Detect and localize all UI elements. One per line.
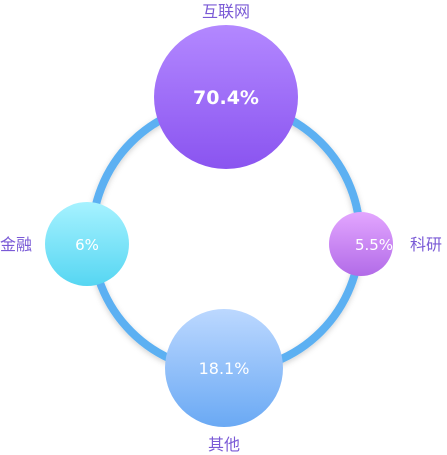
node-finance: 6% 金融 — [0, 202, 129, 286]
value-finance: 6% — [75, 236, 99, 254]
label-other: 其他 — [208, 435, 240, 454]
label-finance: 金融 — [0, 235, 32, 254]
bubble-research — [329, 212, 393, 276]
value-internet: 70.4% — [193, 87, 259, 109]
node-other: 18.1% 其他 — [165, 309, 283, 454]
bubble-internet — [154, 25, 298, 169]
node-research: 5.5% 科研 — [329, 212, 442, 276]
node-internet: 70.4% 互联网 — [154, 2, 298, 169]
label-research: 科研 — [410, 235, 442, 254]
value-research: 5.5% — [355, 236, 393, 254]
bubble-other — [165, 309, 283, 427]
label-internet: 互联网 — [202, 2, 250, 21]
value-other: 18.1% — [199, 359, 250, 378]
bubble-finance — [45, 202, 129, 286]
